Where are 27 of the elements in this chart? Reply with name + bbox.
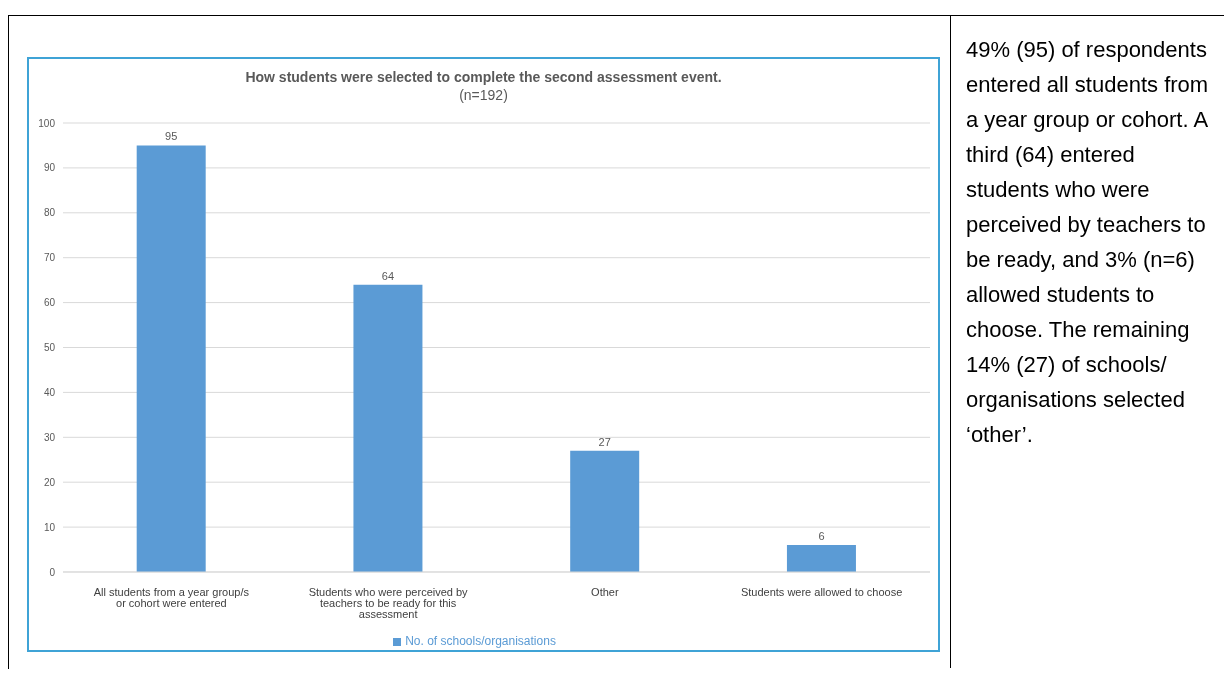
data-label: 64 <box>381 269 395 282</box>
y-tick-label: 90 <box>43 162 56 174</box>
text: 49% (95) of respondents entered all students from a year group or cohort. A third (64) entered students who were perceived by teachers to be ready, and 3% (n=6) allowed students to choose. The remaining 14% (27) of schools/ organisations selected ‘other’. <box>966 37 1209 447</box>
chart-subtitle: (n=192) <box>458 87 509 103</box>
x-tick-label: Other <box>591 585 619 598</box>
x-tick-label: Students were allowed to choose <box>740 585 903 598</box>
bar <box>353 284 423 572</box>
y-tick-label: 30 <box>43 431 56 443</box>
data-label: 95 <box>165 130 178 143</box>
y-tick-label: 70 <box>43 252 56 264</box>
bar <box>136 145 206 572</box>
y-tick-label: 60 <box>43 297 56 309</box>
bar <box>570 450 640 572</box>
legend-label: No. of schools/organisations <box>405 634 556 648</box>
y-tick-label: 0 <box>49 566 56 578</box>
x-tick-label: Students who were perceived by teachers to be ready for this assessment <box>308 585 469 620</box>
chart-title: How students were selected to complete the second assessment event. <box>244 69 723 85</box>
y-tick-label: 100 <box>38 117 56 129</box>
x-tick-label: All students from a year group/s or cohort were entered <box>93 585 250 609</box>
bar <box>786 545 856 572</box>
y-tick-label: 20 <box>43 476 56 488</box>
y-tick-label: 50 <box>43 342 56 354</box>
y-tick-label: 10 <box>43 521 56 533</box>
data-label: 27 <box>598 435 611 448</box>
y-tick-label: 40 <box>43 386 56 398</box>
y-tick-label: 80 <box>43 207 56 219</box>
data-label: 6 <box>818 530 825 543</box>
